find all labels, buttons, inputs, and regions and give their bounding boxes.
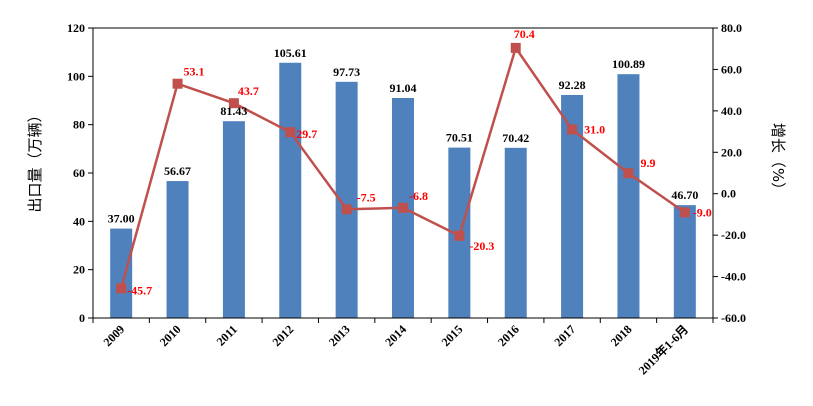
bar <box>617 74 640 319</box>
x-tick-label: 2014 <box>382 322 409 349</box>
bar-value-label: 91.04 <box>390 81 417 95</box>
bar-value-label: 70.42 <box>502 131 529 145</box>
line-point <box>510 42 521 53</box>
x-tick-label: 2017 <box>551 322 578 349</box>
x-tick-label: 2016 <box>495 322 522 349</box>
y-right-tick-label: -40.0 <box>721 270 746 284</box>
line-point <box>116 283 127 294</box>
line-value-label: -20.3 <box>469 239 494 253</box>
y-right-tick-label: 20.0 <box>721 145 742 159</box>
bar-value-label: 92.28 <box>559 78 586 92</box>
bar-value-label: 97.73 <box>333 65 360 79</box>
line-point <box>172 78 183 89</box>
y-left-tick-label: 100 <box>67 69 85 83</box>
bar-value-label: 105.61 <box>274 46 307 60</box>
y-left-tick-label: 0 <box>79 311 85 325</box>
data-labels: 37.00 56.67 81.43 105.61 97.73 91.04 70.51 70.4… <box>108 27 712 297</box>
line-point <box>228 98 239 109</box>
bar <box>166 181 189 318</box>
x-tick-label: 2018 <box>608 322 635 349</box>
x-tick-label: 2013 <box>326 322 353 349</box>
y-left-tick-label: 80 <box>73 118 85 132</box>
y-axis-left-label: 出口量（万辆） <box>26 107 44 212</box>
x-tick-label: 2010 <box>157 322 184 349</box>
line-point <box>567 124 578 135</box>
line-point <box>454 230 465 241</box>
bar <box>561 94 584 319</box>
line-point <box>679 207 690 218</box>
x-tick-label: 2012 <box>270 322 297 349</box>
x-tick-label: 2019年1-6月 <box>635 322 691 378</box>
y-right-tick-label: 60.0 <box>721 62 742 76</box>
y-right-tick-label: 80.0 <box>721 21 742 35</box>
line-value-label: 43.7 <box>238 84 259 98</box>
bar-value-label: 81.43 <box>220 104 247 118</box>
line-point <box>398 202 408 213</box>
line-value-label: 53.1 <box>184 65 205 79</box>
y-left-tick-label: 60 <box>73 166 85 180</box>
bar <box>222 121 245 318</box>
bar <box>110 228 133 318</box>
x-tick-label: 2015 <box>439 322 466 349</box>
bar <box>335 81 358 318</box>
y-left-tick-label: 40 <box>73 214 85 228</box>
line-value-label: -7.5 <box>357 190 376 204</box>
bar <box>279 62 302 318</box>
line-point <box>341 204 352 215</box>
line-value-label: -6.8 <box>409 189 428 203</box>
y-right-tick-label: -60.0 <box>721 311 746 325</box>
bar-value-label: 100.89 <box>612 57 645 71</box>
y-left-tick-label: 20 <box>73 263 85 277</box>
bar-value-label: 56.67 <box>164 164 191 178</box>
y-right-tick-label: -20.0 <box>721 228 746 242</box>
line-value-label: 70.4 <box>514 27 535 41</box>
bar <box>504 147 527 318</box>
bar-value-label: 46.70 <box>671 188 698 202</box>
y-axis-right-label: 增长（%） <box>769 123 787 197</box>
line-value-label: 29.7 <box>296 127 317 141</box>
y-left-tick-label: 120 <box>67 21 85 35</box>
bar <box>673 205 696 318</box>
line-value-label: -9.0 <box>693 205 712 219</box>
line-value-label: 31.0 <box>584 123 605 137</box>
y-right-tick-label: 0.0 <box>721 187 736 201</box>
x-tick-label: 2009 <box>100 322 127 349</box>
bar-value-label: 70.51 <box>446 131 473 145</box>
line-point <box>285 127 296 138</box>
line-value-label: 9.9 <box>640 156 655 170</box>
line-value-label: -45.7 <box>127 283 152 297</box>
bars <box>110 62 696 319</box>
line-point <box>623 168 634 179</box>
growth-line <box>116 42 690 294</box>
bar-value-label: 37.00 <box>108 212 135 226</box>
y-right-tick-label: 40.0 <box>721 104 742 118</box>
x-tick-label: 2011 <box>214 322 240 348</box>
